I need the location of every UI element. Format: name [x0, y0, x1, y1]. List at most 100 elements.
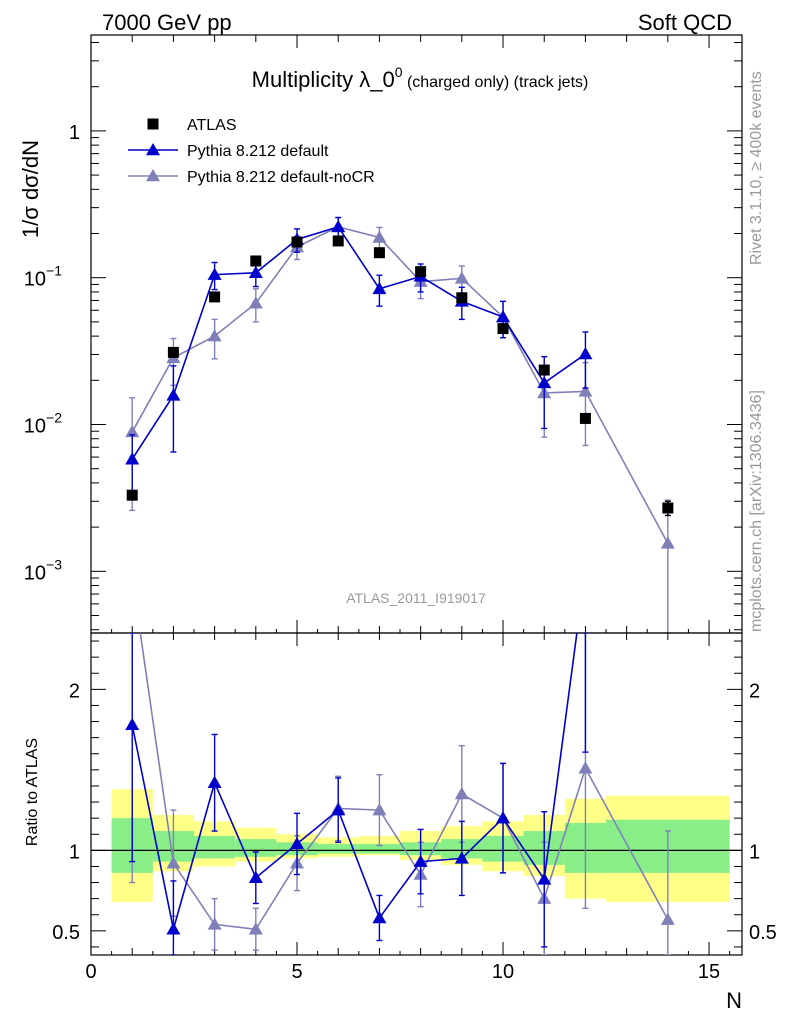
- band-green: [358, 843, 401, 854]
- data-point: [373, 247, 385, 259]
- ratio-0-point: [248, 870, 263, 883]
- top-panel-marks: [125, 216, 675, 634]
- data-point: [291, 236, 303, 248]
- x-tick-label: 0: [85, 961, 96, 983]
- ratio-y-tick-label-left: 1: [69, 841, 80, 863]
- data-point: [579, 412, 591, 424]
- plot-title-suffix: (charged only) (track jets): [403, 74, 589, 91]
- series-1-point: [578, 384, 593, 397]
- ratio-y-tick-label-right: 2: [749, 680, 760, 702]
- data-point: [497, 323, 509, 335]
- series-0-point: [578, 347, 593, 360]
- side-label-mcplots: mcplots.cern.ch [arXiv:1306.3436]: [748, 390, 765, 632]
- band-green: [194, 835, 236, 859]
- legend-label: Pythia 8.212 default: [187, 143, 329, 160]
- ratio-1-point: [660, 912, 675, 925]
- top-panel-ticks: 10−310−210−11: [24, 35, 742, 633]
- data-point: [332, 235, 344, 247]
- data-point: [167, 346, 179, 358]
- ratio-y-tick-label-left: 0.5: [52, 922, 80, 944]
- analysis-id: ATLAS_2011_I919017: [346, 590, 486, 606]
- top-y-tick-exp: −2: [46, 410, 62, 426]
- ratio-0-point: [125, 717, 140, 731]
- ratio-0-point: [413, 854, 428, 867]
- ratio-panel-marks: [125, 633, 675, 955]
- top-y-tick-base: 10: [24, 269, 46, 291]
- x-axis: 0 5 10 15: [85, 961, 720, 983]
- legend-item: Pythia 8.212 default-noCR: [128, 169, 375, 186]
- x-tick-label: 10: [492, 961, 514, 983]
- header-right: Soft QCD: [638, 10, 732, 35]
- ratio-panel-frame: [90, 632, 743, 956]
- series-1-point: [248, 296, 263, 309]
- ratio-1-point: [166, 856, 181, 869]
- ratio-0-point: [290, 836, 305, 850]
- x-tick-label: 5: [291, 961, 302, 983]
- top-panel: 10−310−210−11 Multiplicity λ_00 (charged…: [18, 34, 743, 634]
- series-1-point: [207, 329, 222, 342]
- plot-title: Multiplicity λ_00 (charged only) (track …: [252, 64, 589, 92]
- ratio-0-point: [454, 851, 469, 864]
- series-0-point: [125, 452, 140, 465]
- top-y-tick-base: 10: [24, 562, 46, 584]
- x-axis-label: N: [726, 988, 742, 1013]
- y-axis-label-top: 1/σ dσ/dN: [18, 140, 43, 238]
- series-0-point: [537, 375, 552, 389]
- ratio-1-point: [207, 917, 222, 930]
- ratio-1-point: [248, 922, 263, 935]
- ratio-0-point: [207, 775, 222, 788]
- ratio-panel: 0.5 0.5 1 1 2 2 Ratio to ATLAS: [24, 632, 777, 956]
- ratio-y-tick-label-right: 1: [749, 841, 760, 863]
- series-0-point: [496, 309, 511, 323]
- plot-title-sup: 0: [395, 64, 403, 80]
- series-0-point: [372, 281, 387, 295]
- series-0-point: [248, 265, 263, 279]
- ratio-y-tick-label-right: 0.5: [749, 922, 777, 944]
- ratio-0-point: [372, 910, 387, 924]
- ratio-0-point: [496, 811, 511, 824]
- plot-title-main: Multiplicity λ_0: [252, 67, 395, 92]
- ratio-1-point: [454, 787, 469, 800]
- series-1-point: [660, 536, 675, 549]
- series-0-point: [207, 267, 222, 280]
- header-left: 7000 GeV pp: [102, 10, 232, 35]
- ratio-line-0: [131, 633, 578, 930]
- top-y-tick-base: 10: [24, 416, 46, 438]
- side-label-rivet: Rivet 3.1.10, ≥ 400k events: [748, 71, 765, 265]
- ratio-y-tick-label-left: 2: [69, 680, 80, 702]
- data-point: [456, 292, 468, 304]
- top-y-tick-label: 10−2: [24, 410, 62, 438]
- series-1-point: [372, 230, 387, 243]
- data-point: [250, 255, 262, 267]
- top-y-tick-exp: −1: [46, 263, 62, 279]
- ratio-1-point: [578, 761, 593, 774]
- top-y-tick-label: 10−1: [24, 263, 62, 291]
- legend-marker-triangle: [146, 143, 160, 156]
- x-tick-label: 15: [698, 961, 720, 983]
- legend-marker-square: [147, 118, 159, 130]
- band-green: [317, 843, 359, 854]
- ratio-series-group-0: [125, 633, 589, 955]
- ratio-0-point: [166, 922, 181, 935]
- legend-item: Pythia 8.212 default: [128, 143, 329, 160]
- top-y-tick-label: 10−3: [24, 556, 62, 584]
- series-1-point: [454, 271, 469, 284]
- data-point: [209, 291, 221, 303]
- ratio-0-point: [537, 872, 552, 885]
- data-point: [126, 489, 138, 501]
- series-0-point: [331, 219, 346, 233]
- y-axis-label-ratio: Ratio to ATLAS: [24, 738, 41, 846]
- data-point: [538, 364, 550, 376]
- data-point: [662, 502, 674, 514]
- ratio-1-point: [372, 803, 387, 816]
- top-y-tick-label: 1: [69, 122, 80, 144]
- series-1-point: [125, 424, 140, 438]
- legend-label: Pythia 8.212 default-noCR: [187, 169, 375, 186]
- legend: ATLAS Pythia 8.212 default Pythia 8.212 de…: [128, 117, 375, 186]
- series-0-point: [166, 388, 181, 401]
- series-line-0: [131, 225, 586, 460]
- legend-item: ATLAS: [147, 117, 237, 134]
- legend-marker-triangle: [146, 169, 160, 182]
- data-point: [415, 266, 427, 278]
